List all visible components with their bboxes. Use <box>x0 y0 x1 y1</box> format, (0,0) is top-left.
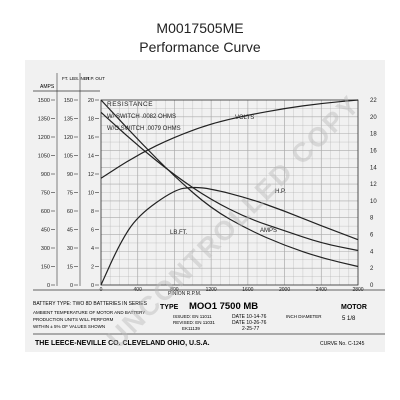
series-label-amps: AMPS <box>260 228 277 234</box>
ekn-note: EK11139 <box>182 326 200 331</box>
amps-tick-label: 1350 <box>38 117 50 123</box>
issued-date: DATE 10-14-76 <box>232 314 267 320</box>
scanned-chart-sheet <box>25 60 385 352</box>
ftlbs-axis-label: FT. LBS. NET <box>62 76 90 81</box>
chart-curves <box>100 99 359 286</box>
amps-tick-label: 1500 <box>38 98 50 104</box>
hp-tick-label: 4 <box>91 246 94 252</box>
page-subtitle: Performance Curve <box>139 39 261 55</box>
chart-grid <box>100 99 359 286</box>
revised-date: DATE 10-26-76 <box>232 320 267 326</box>
right-tick-label: 0 <box>370 283 374 289</box>
hp-tick-label: 20 <box>88 98 94 104</box>
page-title: M0017505ME <box>156 20 244 36</box>
tolerance-note: WITHIN ± 5% OF VALUES SHOWN <box>33 324 105 329</box>
production-note: PRODUCTION UNITS WILL PERFORM <box>33 317 114 322</box>
ambient-note: AMBIENT TEMPERATURE OF MOTOR AND BATTERY <box>33 310 145 315</box>
ftlbs-tick-label: 75 <box>67 191 73 197</box>
ftlbs-tick-label: 15 <box>67 265 73 271</box>
chart-footer: BATTERY TYPE: TWO 8D BATTERIES IN SERIES… <box>33 289 385 347</box>
ftlbs-tick-label: 135 <box>64 117 73 123</box>
right-tick-label: 20 <box>370 115 377 121</box>
hp-tick-label: 16 <box>88 135 94 141</box>
hp-axis-label: H.P. OUT <box>86 76 105 81</box>
revised-note: REVISED: EN 11031 <box>173 320 215 325</box>
series-label-lbft: LB.FT. <box>170 230 188 236</box>
hp-tick-label: 14 <box>88 154 94 160</box>
amps-tick-label: 150 <box>41 265 50 271</box>
hp-tick-label: 8 <box>91 209 94 215</box>
plot-frame <box>100 99 359 286</box>
issued-note: ISSUED: EN 11011 <box>173 314 212 319</box>
amps-tick-label: 750 <box>41 191 50 197</box>
motor-model: MOO1 7500 MB <box>189 301 258 312</box>
right-tick-label: 10 <box>370 199 377 205</box>
hp-tick-label: 12 <box>88 172 94 178</box>
ftlbs-tick-label: 90 <box>67 172 73 178</box>
right-tick-label: 12 <box>370 182 377 188</box>
volts-curve <box>100 99 359 179</box>
inch-diameter-value: 5 1/8 <box>342 316 356 322</box>
hp-tick-label: 10 <box>88 191 94 197</box>
type-label: TYPE <box>160 304 179 311</box>
right-tick-label: 8 <box>370 216 374 222</box>
series-label-volts: VOLTS <box>235 115 254 121</box>
ftlbs-tick-label: 105 <box>64 154 73 160</box>
resistance-heading: RESISTANCE <box>107 101 153 108</box>
amps-curve <box>100 111 359 252</box>
inch-diameter-label: INCH DIAMETER <box>286 314 322 319</box>
amps-tick-label: 900 <box>41 172 50 178</box>
amps-tick-label: 450 <box>41 228 50 234</box>
hp-tick-label: 0 <box>91 283 94 289</box>
curve-number: CURVE No. C-1245 <box>320 341 365 347</box>
right-tick-label: 16 <box>370 148 377 154</box>
ftlbs-tick-label: 60 <box>67 209 73 215</box>
ftlbs-tick-label: 0 <box>70 283 73 289</box>
company-name: THE LEECE-NEVILLE CO. CLEVELAND OHIO, U.… <box>35 340 210 347</box>
right-tick-label: 6 <box>370 233 374 239</box>
amps-axis-label: AMPS <box>40 84 55 90</box>
resistance-with-switch: W/ SWITCH .0082 OHMS <box>107 114 176 120</box>
hp-tick-label: 2 <box>91 265 94 271</box>
ftlbs-tick-label: 30 <box>67 246 73 252</box>
hp-curve <box>100 186 359 286</box>
resistance-without-switch: W/O SWITCH .0079 OHMS <box>107 126 181 132</box>
right-tick-label: 2 <box>370 266 374 272</box>
amps-tick-label: 0 <box>47 283 50 289</box>
series-label-hp: H.P. <box>275 189 286 195</box>
hp-tick-label: 18 <box>88 117 94 123</box>
x-axis-label: PINION R.P.M. <box>168 291 201 297</box>
ekn-date: 2-25-77 <box>242 326 259 332</box>
battery-type: BATTERY TYPE: TWO 8D BATTERIES IN SERIES <box>33 301 148 307</box>
ftlbs-tick-label: 120 <box>64 135 73 141</box>
amps-tick-label: 1050 <box>38 154 50 160</box>
ftlbs-tick-label: 45 <box>67 228 73 234</box>
hp-tick-label: 6 <box>91 228 94 234</box>
ftlbs-tick-label: 150 <box>64 98 73 104</box>
right-tick-label: 22 <box>370 98 377 104</box>
amps-tick-label: 300 <box>41 246 50 252</box>
amps-tick-label: 1200 <box>38 135 50 141</box>
amps-tick-label: 600 <box>41 209 50 215</box>
right-tick-label: 14 <box>370 165 377 171</box>
right-tick-label: 4 <box>370 249 374 255</box>
right-tick-label: 18 <box>370 132 377 138</box>
motor-label: MOTOR <box>341 304 367 311</box>
torque-curve <box>100 99 359 268</box>
